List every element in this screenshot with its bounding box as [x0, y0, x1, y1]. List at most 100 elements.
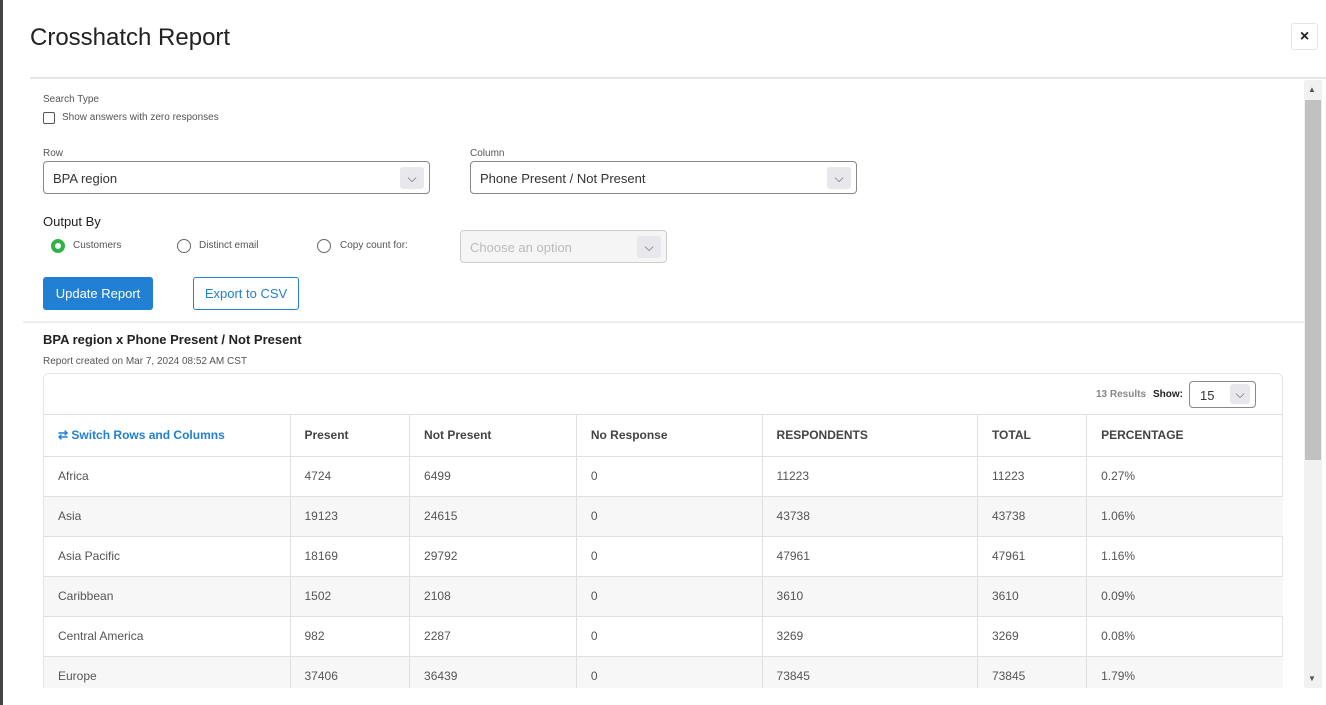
table-cell: 29792 [409, 536, 577, 577]
row-label: Row [43, 148, 64, 159]
table-cell: 3269 [977, 616, 1088, 657]
row-label-cell: Europe [44, 656, 291, 688]
row-label-cell: Asia Pacific [44, 536, 291, 577]
row-select[interactable]: BPA region ⌵ [43, 161, 430, 194]
scroll-up-icon[interactable]: ▲ [1308, 85, 1316, 94]
page-size-value: 15 [1200, 388, 1215, 403]
row-label-cell: Caribbean [44, 576, 291, 617]
chevron-down-icon: ⌵ [827, 167, 851, 189]
table-row: Africa 4724 6499 0 11223 11223 0.27% [44, 456, 1283, 497]
table-row: Asia Pacific 18169 29792 0 47961 47961 1.16% [44, 536, 1283, 577]
table-cell: 0 [576, 576, 763, 617]
switch-label: Switch Rows and Columns [71, 428, 225, 443]
table-cell: 47961 [977, 536, 1088, 577]
row-select-value: BPA region [53, 171, 118, 186]
table-cell: 3610 [762, 576, 978, 617]
customers-radio[interactable] [51, 239, 65, 253]
zero-responses-checkbox[interactable] [43, 112, 55, 124]
table-cell: 3269 [762, 616, 978, 657]
table-cell: 11223 [977, 456, 1088, 497]
report-created: Report created on Mar 7, 2024 08:52 AM C… [43, 356, 247, 367]
background-edge [0, 0, 3, 705]
column-header: Present [290, 415, 411, 457]
chevron-down-icon: ⌵ [1230, 384, 1250, 404]
table-cell: 0 [576, 616, 763, 657]
table-cell: 18169 [290, 536, 411, 577]
table-row: Asia 19123 24615 0 43738 43738 1.06% [44, 496, 1283, 537]
row-label-cell: Central America [44, 616, 291, 657]
divider [23, 321, 1304, 323]
table-cell: 0.09% [1086, 576, 1283, 617]
table-toolbar: 13 Results Show: 15 ⌵ [44, 374, 1282, 415]
zero-responses-label: Show answers with zero responses [62, 112, 219, 123]
modal-body: Search Type Show answers with zero respo… [0, 80, 1304, 688]
table-cell: 0 [576, 496, 763, 537]
copy-count-placeholder: Choose an option [470, 240, 572, 255]
output-by-label: Output By [43, 214, 101, 229]
table-cell: 1502 [290, 576, 411, 617]
scroll-down-icon[interactable]: ▼ [1308, 674, 1316, 683]
chevron-down-icon: ⌵ [637, 236, 661, 258]
modal-title: Crosshatch Report [30, 24, 231, 51]
page-size-select[interactable]: 15 ⌵ [1189, 381, 1256, 408]
table-cell: 24615 [409, 496, 577, 537]
table-cell: 0 [576, 656, 763, 688]
column-header: Not Present [409, 415, 577, 457]
column-header: TOTAL [977, 415, 1088, 457]
table-row: Europe 37406 36439 0 73845 73845 1.79% [44, 656, 1283, 688]
distinct-email-label: Distinct email [199, 240, 259, 251]
table-cell: 0 [576, 456, 763, 497]
table-cell: 37406 [290, 656, 411, 688]
table-cell: 47961 [762, 536, 978, 577]
table-cell: 0.08% [1086, 616, 1283, 657]
table-cell: 43738 [977, 496, 1088, 537]
table-cell: 1.79% [1086, 656, 1283, 688]
table-cell: 0.27% [1086, 456, 1283, 497]
table-cell: 982 [290, 616, 411, 657]
update-report-button[interactable]: Update Report [43, 277, 153, 310]
swap-icon: ⇄ [58, 428, 72, 443]
table-cell: 6499 [409, 456, 577, 497]
table-cell: 36439 [409, 656, 577, 688]
divider [30, 77, 1326, 79]
row-label-cell: Africa [44, 456, 291, 497]
column-header: RESPONDENTS [762, 415, 978, 457]
report-table: 13 Results Show: 15 ⌵ ⇄ Switch Rows and C… [43, 373, 1283, 688]
scrollbar[interactable]: ▲ ▼ [1304, 80, 1322, 688]
table-cell: 73845 [977, 656, 1088, 688]
table-cell: 43738 [762, 496, 978, 537]
column-select[interactable]: Phone Present / Not Present ⌵ [470, 161, 857, 194]
scrollbar-thumb[interactable] [1305, 100, 1321, 460]
table-cell: 2108 [409, 576, 577, 617]
close-button[interactable]: × [1291, 23, 1318, 50]
table-cell: 1.16% [1086, 536, 1283, 577]
close-icon: × [1299, 27, 1310, 45]
column-select-value: Phone Present / Not Present [480, 171, 646, 186]
table-cell: 11223 [762, 456, 978, 497]
results-count: 13 Results [1096, 389, 1147, 400]
table-cell: 4724 [290, 456, 411, 497]
export-csv-button[interactable]: Export to CSV [193, 277, 299, 310]
table-cell: 19123 [290, 496, 411, 537]
row-label-cell: Asia [44, 496, 291, 537]
search-type-label: Search Type [43, 94, 99, 105]
table-cell: 73845 [762, 656, 978, 688]
chevron-down-icon: ⌵ [400, 167, 424, 189]
table-row: Central America 982 2287 0 3269 3269 0.08% [44, 616, 1283, 657]
table-cell: 2287 [409, 616, 577, 657]
copy-count-label: Copy count for: [340, 240, 408, 251]
table-cell: 0 [576, 536, 763, 577]
copy-count-select[interactable]: Choose an option ⌵ [460, 230, 667, 263]
column-header: No Response [576, 415, 763, 457]
distinct-email-radio[interactable] [177, 239, 191, 253]
table-row: Caribbean 1502 2108 0 3610 3610 0.09% [44, 576, 1283, 617]
table-cell: 1.06% [1086, 496, 1283, 537]
customers-label: Customers [73, 240, 122, 251]
column-label: Column [470, 148, 505, 159]
table-cell: 3610 [977, 576, 1088, 617]
show-label: Show: [1153, 389, 1183, 400]
copy-count-radio[interactable] [317, 239, 331, 253]
column-header: PERCENTAGE [1086, 415, 1283, 457]
switch-rows-columns-button[interactable]: ⇄ Switch Rows and Columns [44, 415, 291, 457]
report-title: BPA region x Phone Present / Not Present [43, 332, 302, 347]
